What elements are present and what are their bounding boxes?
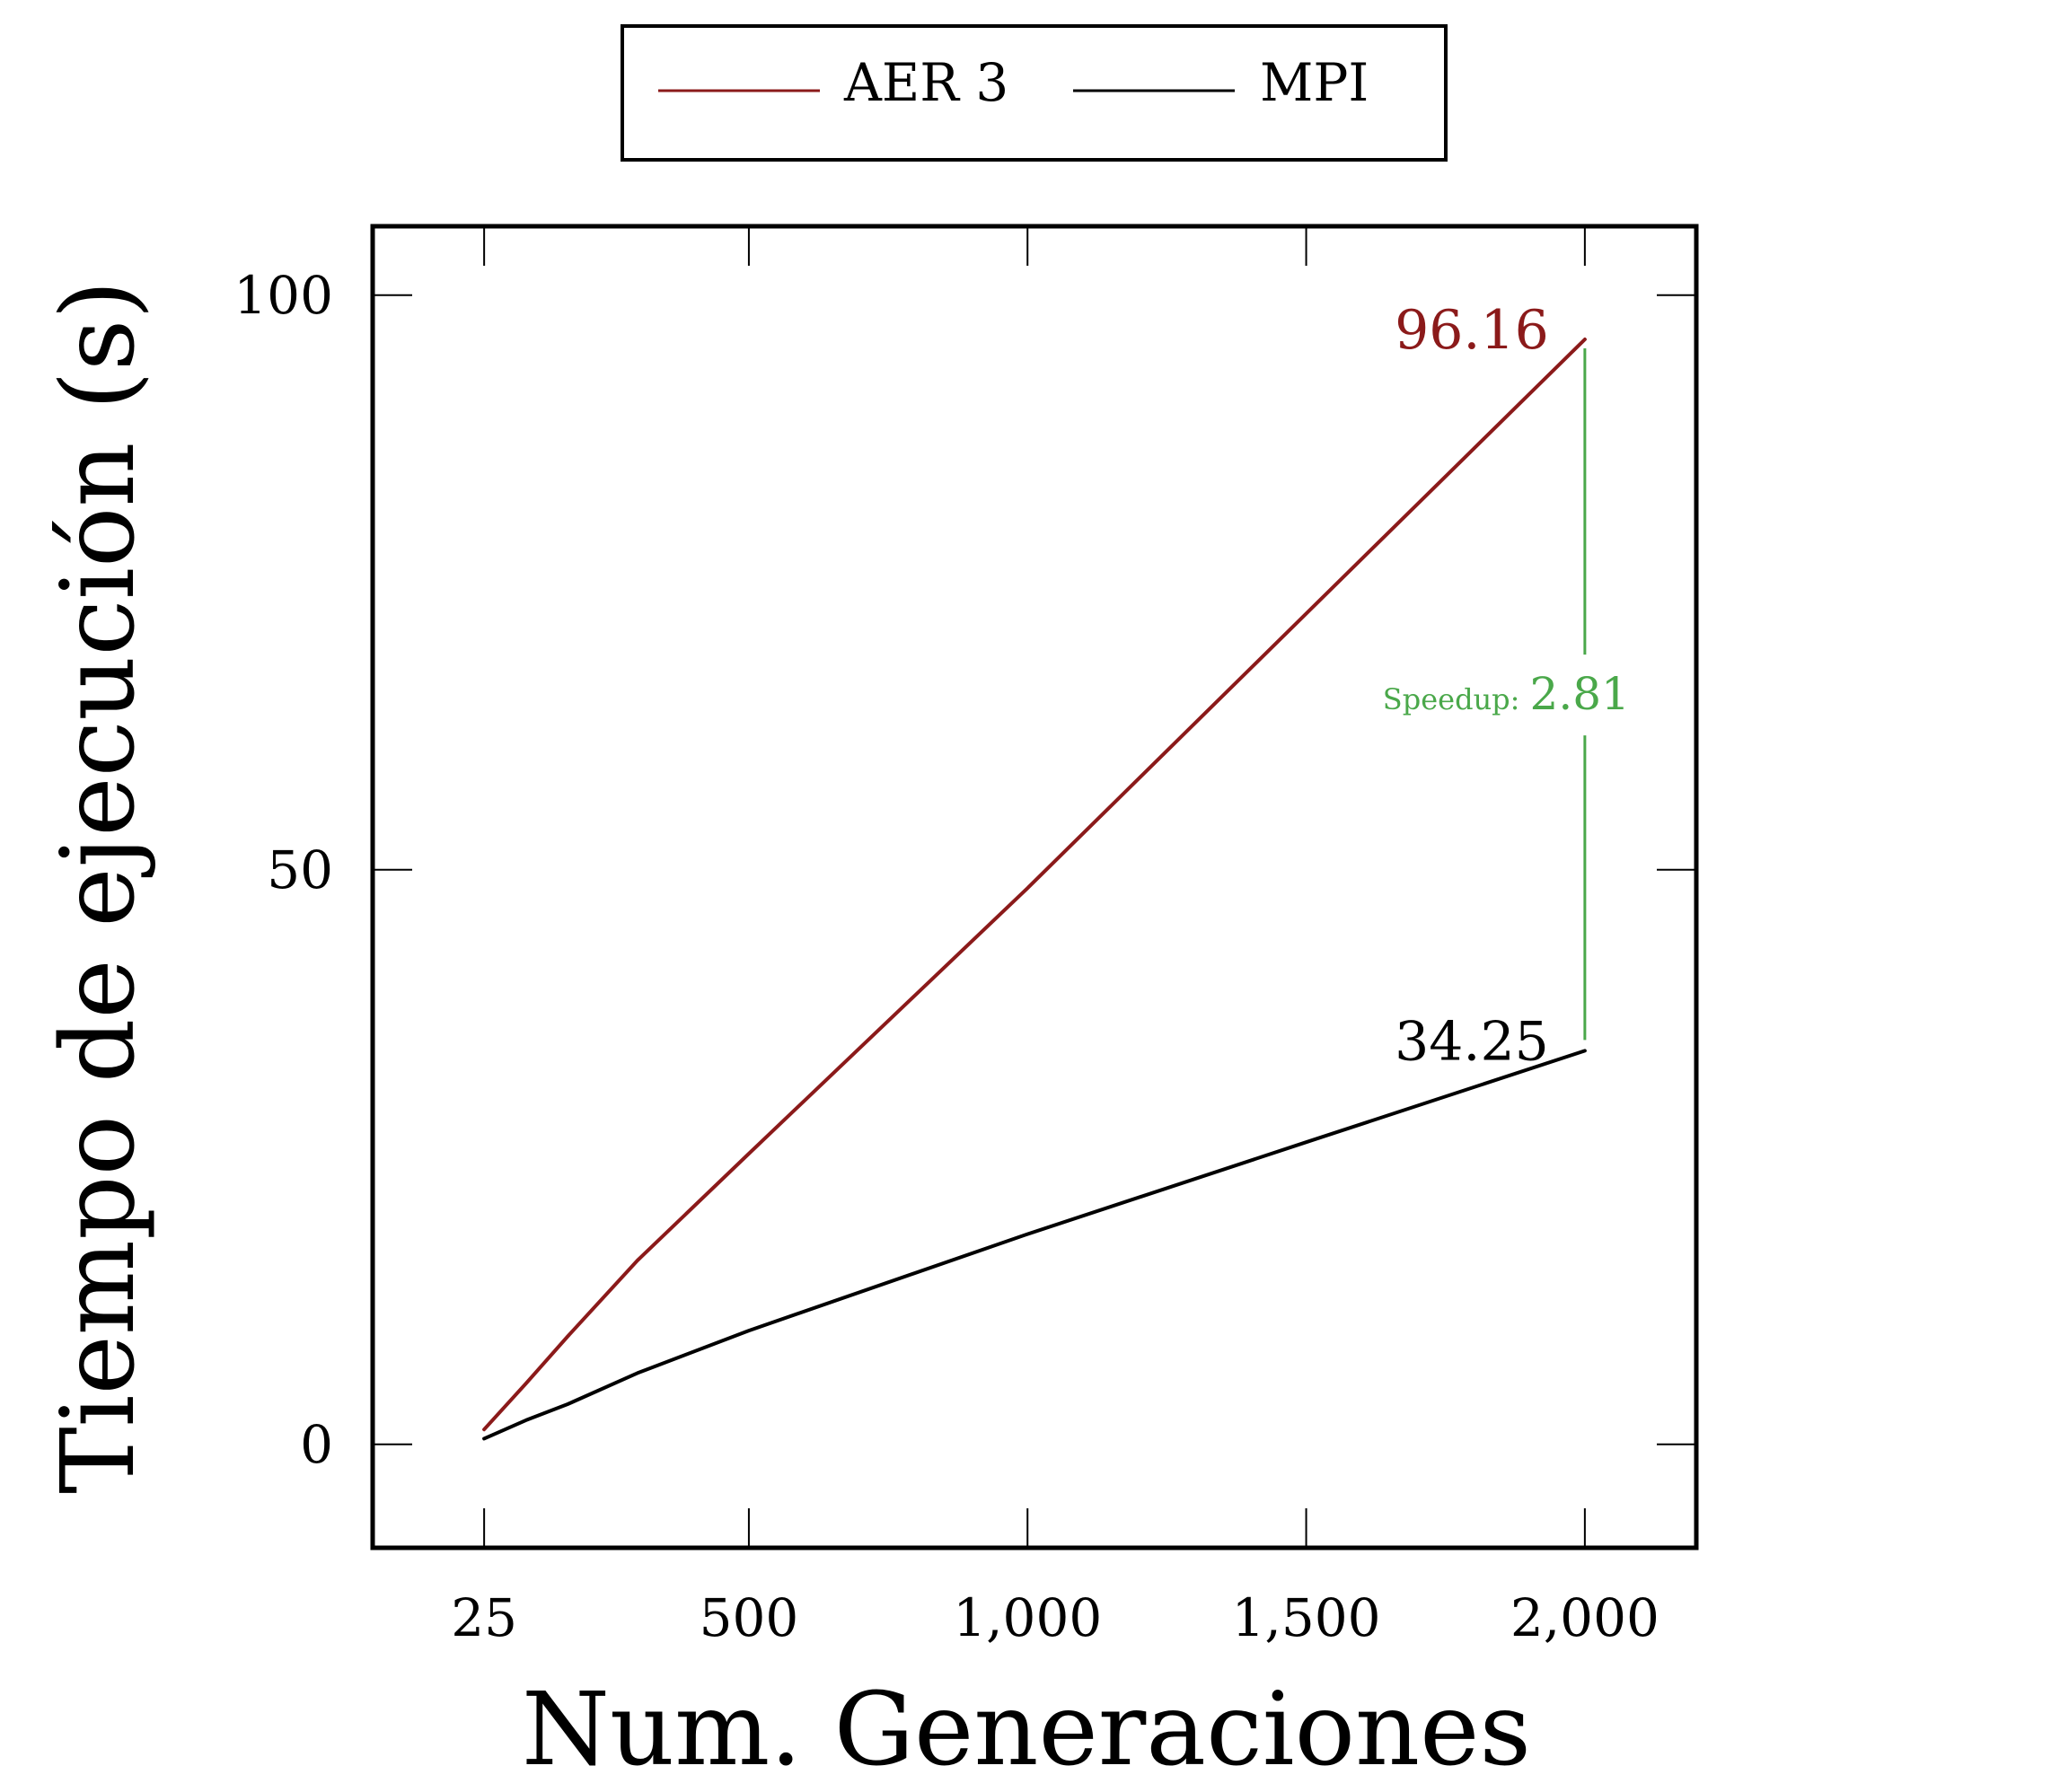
aer3-end-label: 96.16 xyxy=(1395,299,1549,362)
x-tick-label: 2,000 xyxy=(1510,1587,1659,1648)
series-line-aer3 xyxy=(482,338,1587,1432)
x-axis-ticks: 25 500 1,000 1,500 2,000 xyxy=(451,226,1659,1648)
series-layer xyxy=(482,338,1587,1441)
speedup-value: 2.81 xyxy=(1530,668,1630,720)
x-axis-title: Num. Generaciones xyxy=(522,1672,1531,1788)
legend-label-aer3: AER 3 xyxy=(843,52,1008,113)
x-tick-label: 500 xyxy=(700,1587,799,1648)
legend: AER 3 MPI xyxy=(621,24,1448,162)
speedup-annotation: Speedup: 2.81 xyxy=(1383,668,1630,720)
y-tick-label: 100 xyxy=(233,265,333,326)
x-tick-label: 1,500 xyxy=(1232,1587,1381,1648)
y-tick-label: 0 xyxy=(300,1414,333,1475)
plot-frame xyxy=(370,224,1699,1550)
legend-box xyxy=(621,24,1448,162)
y-axis-title: Tiempo de ejecución (s) xyxy=(40,280,157,1494)
x-tick-label: 25 xyxy=(451,1587,517,1648)
series-line-mpi xyxy=(482,1049,1587,1441)
y-axis-ticks: 0 50 100 xyxy=(233,265,1696,1475)
x-tick-label: 1,000 xyxy=(953,1587,1102,1648)
y-tick-label: 50 xyxy=(267,839,333,900)
legend-label-mpi: MPI xyxy=(1260,52,1369,113)
speedup-prefix: Speedup: xyxy=(1383,682,1520,716)
mpi-end-label: 34.25 xyxy=(1395,1010,1549,1073)
